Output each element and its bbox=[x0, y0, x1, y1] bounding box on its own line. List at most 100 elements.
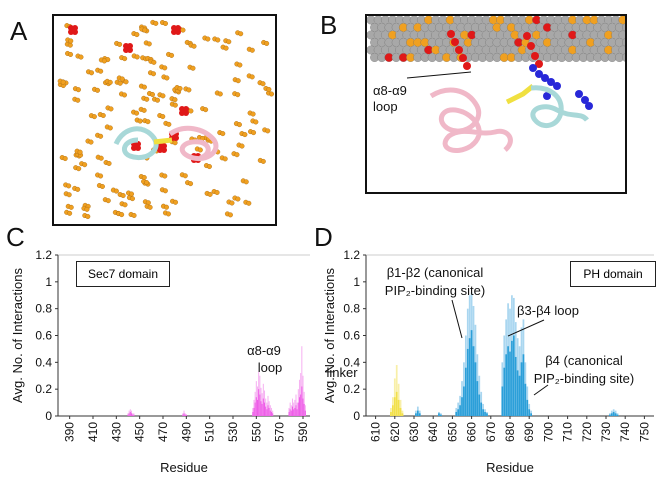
interaction-bar bbox=[272, 413, 274, 416]
ph-interaction-chart: 0 0.2 0.4 0.6 0.8 1 1.2 610 620 630 640 650 660 670 68… bbox=[322, 250, 654, 475]
interaction-bar bbox=[399, 407, 402, 416]
pip2-cluster bbox=[447, 30, 543, 70]
interaction-bar bbox=[269, 410, 271, 416]
interaction-bar bbox=[518, 375, 521, 416]
lipid-headgroup bbox=[248, 129, 257, 136]
lipid-headgroup bbox=[236, 142, 245, 149]
interaction-bar bbox=[476, 381, 479, 416]
loop-label-2: loop bbox=[373, 99, 398, 114]
lipid-headgroup bbox=[219, 155, 228, 162]
interaction-bar bbox=[300, 394, 302, 416]
lipid-headgroup bbox=[114, 79, 123, 86]
panel-letter-d: D bbox=[314, 222, 333, 252]
interaction-bar bbox=[304, 410, 306, 416]
error-bar bbox=[296, 402, 298, 416]
x-tick-label: 690 bbox=[522, 422, 536, 442]
lipid-headgroup bbox=[152, 96, 161, 103]
lipid-headgroup bbox=[72, 185, 81, 192]
interaction-bar bbox=[294, 407, 296, 416]
lipid-headgroup bbox=[263, 85, 272, 92]
lipid-headgroup bbox=[187, 64, 196, 71]
annotation-b3b4: β3-β4 loop bbox=[517, 303, 579, 318]
sec7-domain-box: Sec7 domain bbox=[76, 261, 170, 287]
y-tick-label: 0 bbox=[353, 409, 360, 423]
lipid-headgroup bbox=[65, 203, 74, 210]
lipid-headgroup bbox=[92, 86, 101, 93]
interaction-bar bbox=[415, 413, 417, 416]
interaction-bar bbox=[127, 414, 129, 416]
pip2-lipid bbox=[123, 43, 133, 53]
lipid-headgroup bbox=[246, 46, 255, 53]
interaction-bar bbox=[418, 413, 421, 416]
membrane-bead bbox=[618, 45, 625, 55]
interaction-bar bbox=[520, 362, 523, 416]
interaction-bar bbox=[303, 403, 305, 416]
lipid-headgroup bbox=[63, 191, 72, 198]
lipid-headgroup bbox=[166, 51, 175, 58]
error-bar bbox=[415, 410, 417, 416]
interaction-bar bbox=[438, 413, 440, 416]
interaction-bar bbox=[468, 338, 471, 416]
interaction-bar bbox=[474, 362, 477, 416]
interaction-bar bbox=[507, 346, 509, 416]
interaction-bar bbox=[260, 401, 262, 416]
x-tick-label: 720 bbox=[580, 422, 594, 442]
lipid-headgroup bbox=[134, 117, 143, 124]
y-tick-label: 1.2 bbox=[35, 250, 52, 262]
lipid-headgroup bbox=[211, 188, 220, 195]
lipid-headgroup bbox=[224, 211, 233, 218]
lipid-headgroup bbox=[185, 180, 194, 187]
lipid-headgroup bbox=[179, 172, 188, 179]
lipid-headgroup bbox=[138, 83, 147, 90]
lipid-headgroup bbox=[114, 40, 123, 47]
x-tick-label: 740 bbox=[618, 422, 632, 442]
interaction-bar bbox=[524, 383, 527, 416]
membrane-bead bbox=[622, 38, 625, 47]
pip2-lipid bbox=[171, 25, 181, 35]
interaction-bar bbox=[253, 407, 255, 416]
x-tick-label: 750 bbox=[637, 422, 651, 442]
lipid-headgroup bbox=[110, 187, 119, 194]
error-bar bbox=[183, 410, 185, 416]
lipid-headgroup bbox=[59, 155, 68, 162]
lipid-headgroup bbox=[117, 192, 126, 199]
lipid-headgroup bbox=[170, 198, 179, 205]
lipid-headgroup bbox=[74, 148, 83, 155]
interaction-bar bbox=[256, 399, 259, 416]
interaction-bar bbox=[612, 411, 615, 416]
lipid-headgroup bbox=[220, 44, 229, 51]
lipid-headgroup bbox=[96, 182, 105, 189]
lipid-headgroup bbox=[131, 109, 140, 116]
interaction-bar bbox=[130, 413, 133, 416]
x-tick-label: 640 bbox=[426, 422, 440, 442]
x-tick-label: 430 bbox=[109, 422, 123, 442]
x-tick-label: 710 bbox=[561, 422, 575, 442]
annotation-b4-line bbox=[533, 384, 549, 396]
interaction-bar bbox=[185, 414, 187, 416]
interaction-bar bbox=[295, 405, 297, 416]
x-tick-label: 670 bbox=[484, 422, 498, 442]
interaction-bar bbox=[265, 406, 267, 416]
lipid-headgroup bbox=[169, 101, 178, 108]
lipid-headgroup bbox=[157, 92, 166, 99]
lipid-headgroup bbox=[118, 91, 127, 98]
lipid-headgroup bbox=[147, 70, 156, 77]
lipid-headgroup bbox=[65, 50, 74, 57]
lipid-headgroup bbox=[214, 90, 223, 97]
lipid-headgroup bbox=[202, 35, 211, 42]
interaction-bar bbox=[440, 414, 442, 416]
ph-ribbon bbox=[113, 126, 159, 160]
interaction-bar bbox=[463, 386, 465, 416]
interaction-bar bbox=[466, 348, 469, 416]
error-bar bbox=[127, 413, 129, 416]
lipid-headgroup bbox=[235, 30, 244, 37]
lipid-headgroup bbox=[138, 106, 147, 113]
x-tick-label: 650 bbox=[445, 422, 459, 442]
lipid-headgroup bbox=[262, 127, 271, 134]
interaction-bar bbox=[457, 409, 460, 416]
interaction-bar bbox=[509, 351, 511, 416]
lipid-headgroup bbox=[162, 210, 171, 217]
interaction-bar bbox=[252, 411, 254, 416]
interaction-bar bbox=[522, 354, 525, 416]
y-tick-label: 0.4 bbox=[35, 355, 52, 369]
